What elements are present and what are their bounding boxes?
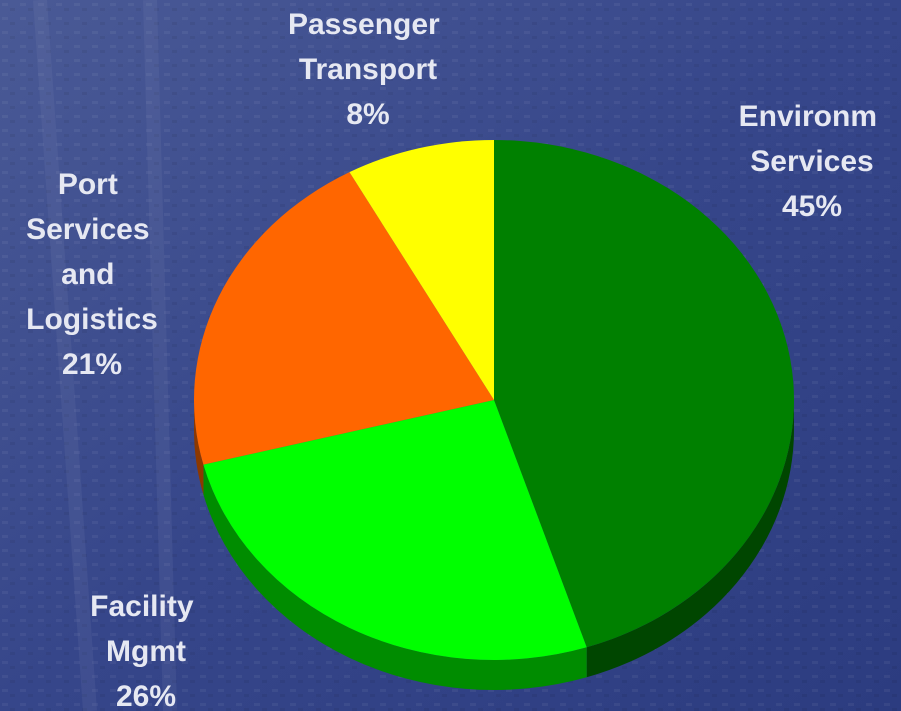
pie-slice <box>494 140 794 648</box>
value-label: 45% <box>782 190 842 223</box>
value-label: 26% <box>116 680 176 711</box>
category-label-line: Services <box>750 145 873 178</box>
pie-slice <box>203 400 587 660</box>
category-label-line: Transport <box>299 53 437 86</box>
category-label-line: Mgmt <box>106 635 186 668</box>
pie-slice-side <box>194 400 204 495</box>
background-road <box>33 0 177 711</box>
pie-slice <box>349 140 494 400</box>
category-label-line: Services <box>26 213 158 246</box>
category-label-line: Port <box>58 168 126 201</box>
pie-slice-side <box>586 400 794 678</box>
pie-slice-side <box>203 464 587 691</box>
category-label-line: Passenger <box>288 8 448 41</box>
category-label-line: Environm <box>739 100 886 133</box>
category-label: Facility Mgmt <box>90 590 202 668</box>
category-label: Environm Services <box>739 100 886 178</box>
category-label-line: and <box>61 258 123 291</box>
category-label-line: Logistics <box>26 303 158 336</box>
category-label-line: Facility <box>90 590 202 623</box>
category-label: Port Services and Logistics <box>26 168 158 336</box>
category-label: Passenger Transport <box>288 8 448 86</box>
pie-slice <box>193 172 494 465</box>
value-label: 21% <box>62 348 122 381</box>
value-label: 8% <box>346 98 389 131</box>
